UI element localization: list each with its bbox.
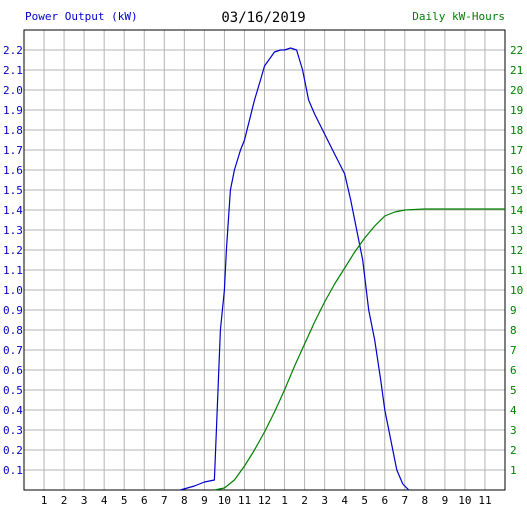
right-tick-label: 6 <box>510 364 517 377</box>
x-tick-label: 11 <box>238 494 251 507</box>
left-tick-label: 0.5 <box>3 384 23 397</box>
left-tick-label: 1.6 <box>3 164 23 177</box>
x-tick-label: 10 <box>218 494 231 507</box>
x-tick-label: 3 <box>321 494 328 507</box>
left-tick-label: 0.4 <box>3 404 23 417</box>
x-tick-label: 12 <box>258 494 271 507</box>
right-tick-label: 2 <box>510 444 517 457</box>
x-tick-label: 7 <box>401 494 408 507</box>
left-tick-label: 1.2 <box>3 244 23 257</box>
left-tick-label: 1.3 <box>3 224 23 237</box>
x-tick-label: 8 <box>181 494 188 507</box>
left-tick-label: 2.1 <box>3 64 23 77</box>
right-tick-label: 17 <box>510 144 523 157</box>
x-tick-label: 11 <box>478 494 491 507</box>
axes <box>23 29 506 491</box>
right-tick-label: 20 <box>510 84 523 97</box>
x-tick-label: 1 <box>281 494 288 507</box>
left-tick-label: 0.1 <box>3 464 23 477</box>
left-tick-label: 0.7 <box>3 344 23 357</box>
right-tick-label: 15 <box>510 184 523 197</box>
right-tick-label: 5 <box>510 384 517 397</box>
right-tick-label: 1 <box>510 464 517 477</box>
daily-kwh-line <box>214 208 505 491</box>
left-tick-label: 1.9 <box>3 104 23 117</box>
right-tick-label: 12 <box>510 244 523 257</box>
right-tick-label: 11 <box>510 264 523 277</box>
x-tick-labels: 1 2 3 4 5 6 7 8 9 10 11 12 1 2 3 4 5 6 7 8 9 10 11 <box>41 494 492 507</box>
x-tick-label: 9 <box>201 494 208 507</box>
right-tick-label: 9 <box>510 304 517 317</box>
x-tick-label: 9 <box>442 494 449 507</box>
right-tick-label: 3 <box>510 424 517 437</box>
left-tick-label: 2.2 <box>3 44 23 57</box>
left-tick-labels: 0.1 0.2 0.3 0.4 0.5 0.6 0.7 0.8 0.9 1.0 1.1 1.2 1.3 1… <box>3 44 23 477</box>
left-tick-label: 1.5 <box>3 184 23 197</box>
left-tick-label: 1.8 <box>3 124 23 137</box>
plot-frame <box>23 29 506 491</box>
left-tick-label: 1.0 <box>3 284 23 297</box>
right-tick-label: 19 <box>510 104 523 117</box>
left-tick-label: 2.0 <box>3 84 23 97</box>
power-output-line <box>180 47 410 491</box>
right-tick-label: 16 <box>510 164 523 177</box>
x-tick-label: 4 <box>101 494 108 507</box>
x-tick-label: 2 <box>301 494 308 507</box>
left-tick-label: 0.2 <box>3 444 23 457</box>
right-axis-title: Daily kW-Hours <box>412 10 505 23</box>
left-tick-label: 0.3 <box>3 424 23 437</box>
right-tick-label: 10 <box>510 284 523 297</box>
x-tick-label: 1 <box>41 494 48 507</box>
right-tick-label: 14 <box>510 204 524 217</box>
right-tick-label: 13 <box>510 224 523 237</box>
right-tick-label: 7 <box>510 344 517 357</box>
x-tick-label: 3 <box>81 494 88 507</box>
left-tick-label: 0.9 <box>3 304 23 317</box>
x-tick-label: 7 <box>161 494 168 507</box>
right-tick-label: 22 <box>510 44 523 57</box>
x-tick-label: 10 <box>458 494 471 507</box>
right-tick-label: 18 <box>510 124 523 137</box>
left-axis-title: Power Output (kW) <box>25 10 138 23</box>
x-tick-label: 5 <box>361 494 368 507</box>
left-tick-label: 1.1 <box>3 264 23 277</box>
x-tick-label: 8 <box>422 494 429 507</box>
left-tick-label: 1.4 <box>3 204 23 217</box>
x-tick-label: 6 <box>141 494 148 507</box>
right-tick-label: 4 <box>510 404 517 417</box>
x-tick-label: 6 <box>381 494 388 507</box>
left-tick-label: 0.6 <box>3 364 23 377</box>
x-tick-label: 4 <box>341 494 348 507</box>
x-tick-label: 5 <box>121 494 128 507</box>
right-tick-label: 21 <box>510 64 523 77</box>
left-tick-label: 1.7 <box>3 144 23 157</box>
right-tick-label: 8 <box>510 324 517 337</box>
left-tick-label: 0.8 <box>3 324 23 337</box>
series-lines <box>180 47 505 491</box>
x-tick-label: 2 <box>61 494 68 507</box>
grid-lines <box>24 30 505 490</box>
chart-date-title: 03/16/2019 <box>221 10 306 26</box>
